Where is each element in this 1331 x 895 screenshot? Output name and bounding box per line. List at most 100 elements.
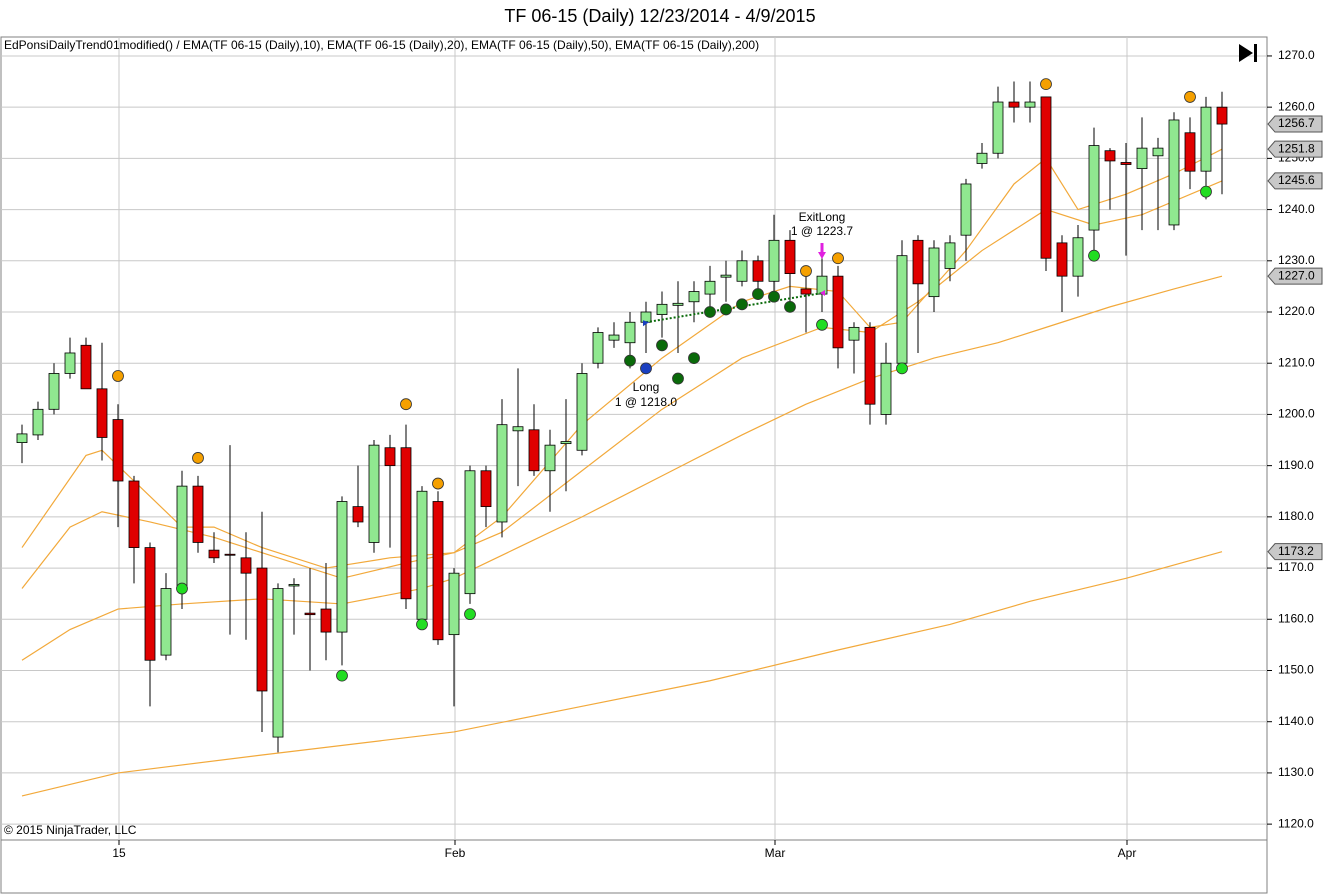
play-triangle (1239, 44, 1253, 62)
candle-body (1024, 101, 1036, 108)
candle-body (1168, 119, 1180, 226)
end-bar (1254, 44, 1257, 62)
entry-text: 1 @ 1218.0 (615, 395, 678, 409)
x-tick-label: Apr (1118, 846, 1137, 860)
signal-dot (768, 290, 780, 303)
ema-line (21, 551, 1223, 797)
candle-body (624, 321, 636, 344)
candle-body (496, 424, 508, 523)
signal-dot (752, 288, 764, 300)
candle-body (528, 429, 540, 472)
candle-body (512, 426, 524, 432)
candle-body (352, 506, 364, 523)
candle-body (304, 612, 316, 616)
candle-body (224, 553, 236, 556)
candle-body (208, 549, 220, 559)
candle-body (272, 588, 284, 738)
signal-dot (816, 318, 828, 331)
signal-dot (1040, 78, 1052, 91)
candle-body (1216, 106, 1228, 125)
x-axis-frame (0, 839, 1268, 894)
price-marker-label: 1251.8 (1278, 141, 1315, 155)
candle-body (192, 485, 204, 543)
indicator-header: EdPonsiDailyTrend01modified() / EMA(TF 0… (4, 38, 759, 52)
candle-body (160, 588, 172, 656)
y-tick-label: 1220.0 (1278, 304, 1315, 318)
candle-body (1008, 101, 1020, 108)
x-tick-label: 15 (112, 846, 126, 860)
candle-body (1136, 147, 1148, 170)
x-tick-label: Mar (765, 846, 786, 860)
signal-dot (336, 669, 348, 682)
candle-body (1056, 242, 1068, 277)
y-tick-label: 1180.0 (1278, 509, 1314, 523)
x-tick-label: Feb (445, 846, 466, 860)
candle-body (976, 152, 988, 164)
y-tick-label: 1170.0 (1278, 560, 1314, 574)
signal-dot (656, 339, 668, 352)
candle-body (128, 480, 140, 548)
price-marker (1267, 115, 1323, 133)
price-marker (1267, 172, 1323, 190)
y-tick-label: 1150.0 (1278, 663, 1314, 677)
marks (16, 78, 1228, 797)
candle-body (480, 470, 492, 508)
signal-dot (416, 618, 428, 631)
candle-body (256, 567, 268, 692)
candle-body (912, 239, 924, 285)
y-tick-label: 1130.0 (1278, 765, 1314, 779)
candle-body (432, 501, 444, 641)
candle-body (448, 572, 460, 636)
candle-body (288, 584, 300, 587)
candle-body (640, 311, 652, 323)
signal-dot (736, 298, 748, 311)
candle-body (16, 433, 28, 443)
y-tick-label: 1140.0 (1278, 714, 1314, 728)
exit-text: 1 @ 1223.7 (791, 224, 854, 238)
candle-body (1184, 132, 1196, 172)
price-marker-label: 1173.2 (1278, 544, 1314, 558)
candle-body (144, 547, 156, 661)
signal-dot (688, 352, 700, 364)
exit-tick (820, 290, 825, 297)
signal-dot (720, 303, 732, 316)
signal-dot (464, 608, 476, 621)
candle-body (720, 274, 732, 278)
exit-label: ExitLong (799, 210, 846, 224)
candle-body (1152, 147, 1164, 157)
candle-body (992, 101, 1004, 154)
signal-dot (400, 398, 412, 411)
signal-dot (192, 452, 204, 464)
chart-title: TF 06-15 (Daily) 12/23/2014 - 4/9/2015 (504, 6, 815, 26)
grid (1, 37, 1267, 840)
signal-dot (1184, 91, 1196, 103)
candle-body (576, 373, 588, 451)
candle-body (880, 362, 892, 415)
signal-dot (1200, 185, 1212, 198)
candle-body (240, 557, 252, 574)
signal-dot (784, 300, 796, 313)
candle-body (736, 260, 748, 282)
candle-body (176, 485, 188, 589)
signal-dot (832, 252, 844, 265)
price-marker (1267, 543, 1323, 561)
trade-line (645, 292, 823, 324)
candle-body (704, 280, 716, 295)
candle-body (752, 260, 764, 282)
candle-body (64, 352, 76, 374)
candle-body (400, 447, 412, 600)
candle-body (592, 332, 604, 364)
candle-body (48, 373, 60, 410)
y-tick-label: 1240.0 (1278, 202, 1315, 216)
candle-body (1120, 162, 1132, 165)
candle-body (416, 490, 428, 620)
candle-body (336, 501, 348, 633)
candle-body (320, 608, 332, 633)
y-tick-label: 1160.0 (1278, 611, 1314, 625)
copyright: © 2015 NinjaTrader, LLC (4, 823, 137, 837)
price-marker (1267, 267, 1323, 285)
candle-body (896, 255, 908, 364)
signal-dot (176, 582, 188, 595)
jump-to-end-icon[interactable] (1239, 44, 1257, 62)
